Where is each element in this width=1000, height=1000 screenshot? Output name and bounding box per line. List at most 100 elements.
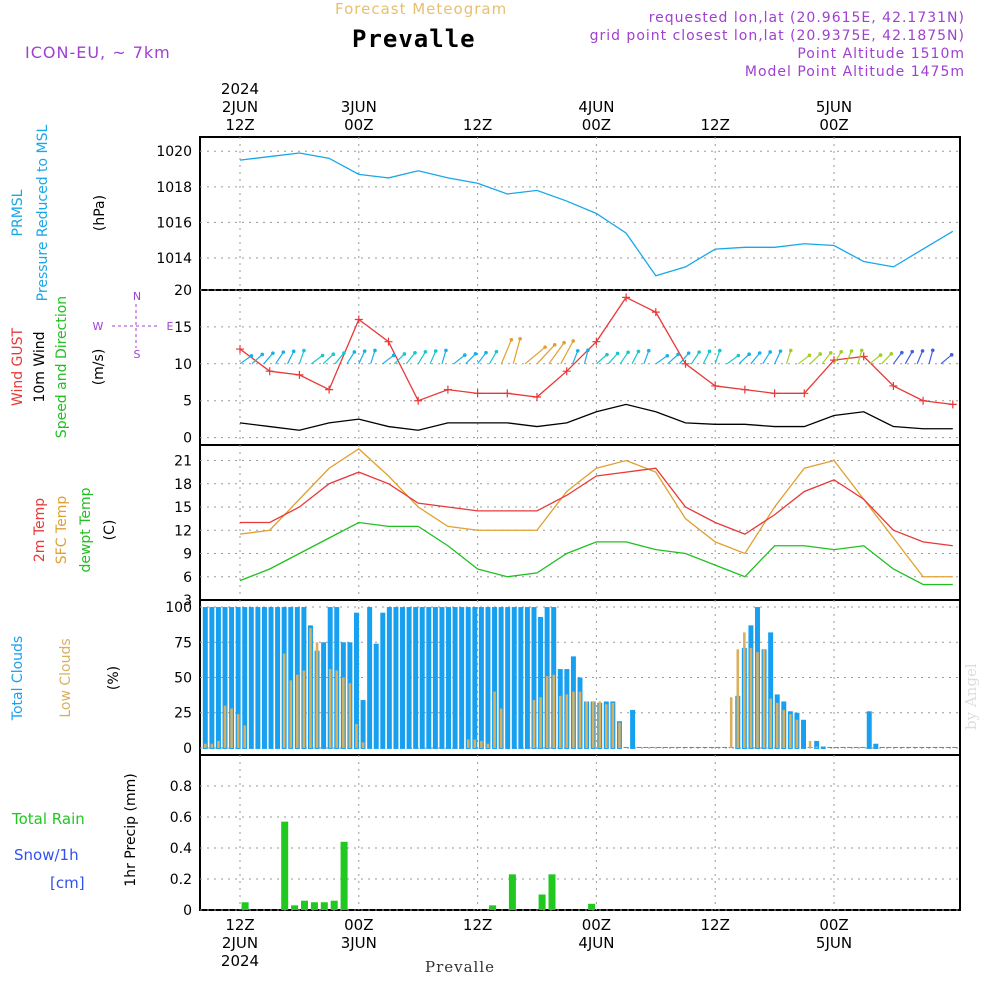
total-cloud-bar bbox=[715, 746, 721, 748]
wind-arrow bbox=[596, 354, 608, 365]
bottom-time-label: 12Z bbox=[463, 916, 492, 934]
wind-arrow bbox=[298, 350, 305, 365]
dewpt-line bbox=[239, 521, 953, 586]
bottom-time-label: 5JUN bbox=[816, 934, 852, 952]
y-tick-label: 18 bbox=[174, 477, 192, 493]
total-cloud-bar bbox=[478, 607, 484, 749]
gust-line-point bbox=[919, 396, 928, 405]
low-cloud-bar bbox=[342, 677, 345, 748]
wind-arrow bbox=[275, 351, 284, 365]
rain-bar bbox=[340, 841, 348, 910]
wind-arrow bbox=[785, 350, 792, 364]
total-cloud-bar bbox=[656, 746, 662, 748]
wind-arrow-head bbox=[697, 350, 701, 354]
wind-arrow bbox=[583, 350, 589, 364]
total-cloud-bar bbox=[853, 746, 859, 748]
wind-gust-label: Wind GUST bbox=[10, 327, 26, 406]
gust-line-point bbox=[948, 400, 957, 409]
top-time-label: 12Z bbox=[225, 116, 254, 134]
total-cloud-bar bbox=[676, 746, 682, 748]
total-cloud-bar bbox=[235, 607, 241, 749]
low-cloud-bar bbox=[361, 742, 365, 748]
low-cloud-bar bbox=[782, 709, 786, 748]
low-cloud-bar bbox=[355, 724, 358, 748]
rain-bar bbox=[330, 900, 338, 910]
gust-line-point bbox=[592, 337, 601, 346]
wind-arrow bbox=[667, 353, 679, 365]
y-tick-label: 0 bbox=[183, 903, 192, 919]
gust-line-point bbox=[651, 308, 660, 317]
low-cloud-bar bbox=[230, 708, 233, 748]
gust-line-point bbox=[414, 396, 423, 405]
panel-frame-precip bbox=[199, 754, 961, 911]
total-cloud-bar bbox=[321, 642, 327, 749]
total-cloud-bar bbox=[367, 607, 373, 749]
rain-bar bbox=[320, 902, 328, 910]
bottom-time-label: 00Z bbox=[582, 916, 611, 934]
wind-arrow-head bbox=[646, 348, 651, 353]
low-cloud-bar bbox=[565, 694, 569, 748]
low-cloud-bar bbox=[611, 702, 615, 748]
wind-arrow bbox=[738, 353, 750, 365]
total-cloud-bar bbox=[636, 746, 642, 748]
wind-arrow bbox=[714, 350, 721, 365]
total-cloud-bar bbox=[866, 711, 872, 749]
wind-arrow bbox=[904, 351, 913, 365]
wind-arrow bbox=[940, 354, 953, 365]
pressure-unit: (hPa) bbox=[92, 195, 108, 231]
wind-arrow bbox=[619, 351, 629, 365]
wind-arrow-head bbox=[889, 351, 894, 356]
wind-arrow bbox=[809, 353, 821, 365]
requested-location: requested lon,lat (20.9615E, 42.1731N) bbox=[648, 10, 965, 26]
compass-north: N bbox=[133, 290, 141, 303]
wind-arrow bbox=[346, 351, 355, 365]
low-cloud-bar bbox=[578, 691, 582, 748]
compass-east: E bbox=[167, 320, 174, 333]
wind-arrow-head bbox=[676, 352, 680, 357]
wind-arrow bbox=[524, 346, 546, 365]
bottom-time-label: 2JUN bbox=[222, 934, 258, 952]
y-tick-label: 0.2 bbox=[170, 872, 192, 888]
top-time-label: 00Z bbox=[344, 116, 373, 134]
bottom-time-label: 2024 bbox=[221, 952, 259, 970]
sfc-temp-label: SFC Temp bbox=[54, 496, 70, 565]
low-cloud-bar bbox=[328, 669, 332, 748]
total-cloud-bar bbox=[465, 607, 471, 749]
wind-arrow bbox=[833, 351, 842, 365]
wind-arrow bbox=[928, 350, 934, 364]
total-cloud-bar bbox=[630, 709, 636, 749]
wind-arrow bbox=[548, 342, 565, 365]
low-cloud-bar bbox=[743, 632, 746, 748]
total-cloud-bar bbox=[669, 746, 675, 748]
wind-arrow bbox=[631, 351, 640, 365]
y-tick-label: 1016 bbox=[156, 215, 192, 231]
total-cloud-bar bbox=[242, 607, 248, 749]
total-cloud-bar bbox=[860, 746, 866, 748]
y-tick-label: 20 bbox=[174, 283, 192, 299]
total-cloud-bar bbox=[702, 746, 708, 748]
low-cloud-bar bbox=[618, 722, 621, 748]
wind-arrow bbox=[286, 350, 295, 365]
wind-arrow-head bbox=[626, 350, 630, 355]
low-cloud-bar bbox=[789, 714, 792, 748]
wind-arrow bbox=[655, 355, 668, 365]
wind-arrow bbox=[382, 354, 395, 365]
low-cloud-bar bbox=[729, 697, 733, 748]
y-tick-label: 0.4 bbox=[170, 841, 192, 857]
total-cloud-bar bbox=[202, 607, 208, 749]
bottom-time-label: 00Z bbox=[344, 916, 373, 934]
t2m-label: 2m Temp bbox=[32, 498, 48, 562]
total-cloud-bar bbox=[873, 743, 879, 749]
wind-dir-label: Speed and Direction bbox=[54, 296, 70, 438]
wind-arrow-head bbox=[768, 350, 772, 354]
top-time-label: 4JUN bbox=[578, 98, 614, 116]
low-cloud-bar bbox=[736, 649, 740, 748]
wind-arrow bbox=[572, 350, 579, 365]
total-cloud-bar bbox=[531, 607, 537, 749]
total-cloud-bar bbox=[511, 607, 517, 749]
low-cloud-bar bbox=[282, 653, 286, 748]
low-cloud-bar bbox=[775, 702, 779, 748]
wind-label: 10m Wind bbox=[32, 331, 48, 402]
total-cloud-bar bbox=[919, 746, 925, 748]
wind-arrow-head bbox=[910, 349, 915, 354]
